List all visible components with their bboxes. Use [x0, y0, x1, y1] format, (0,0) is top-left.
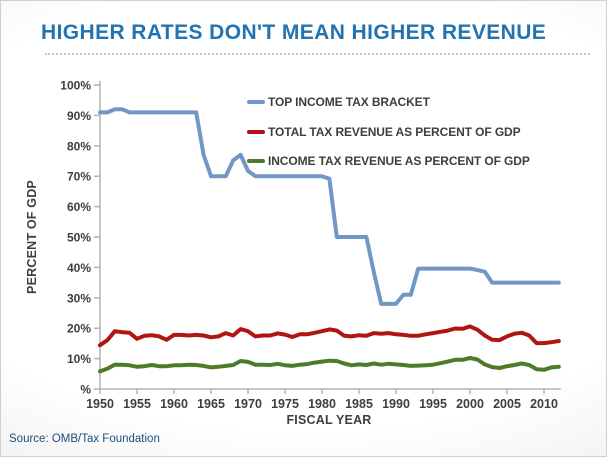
source-attribution: Source: OMB/Tax Foundation — [9, 433, 160, 445]
x-tick-label: 1990 — [382, 397, 410, 411]
x-tick-label: 1985 — [345, 397, 373, 411]
y-tick-label: 10% — [67, 352, 91, 366]
y-tick-label: 90% — [67, 109, 91, 123]
legend-line-swatch-green — [247, 159, 265, 163]
legend-label: TOTAL TAX REVENUE AS PERCENT OF GDP — [268, 124, 521, 139]
title-divider — [45, 53, 590, 55]
x-tick-label: 1980 — [308, 397, 336, 411]
y-tick-label: 20% — [67, 322, 91, 336]
y-tick-label: 30% — [67, 291, 91, 305]
y-tick-label: 60% — [67, 200, 91, 214]
x-tick-label: 2000 — [456, 397, 484, 411]
legend-item-income-tax-revenue: INCOME TAX REVENUE AS PERCENT OF GDP — [247, 153, 530, 169]
series-line-2 — [98, 356, 561, 374]
x-tick-label: 1995 — [419, 397, 447, 411]
y-tick-label: 70% — [67, 170, 91, 184]
y-tick-label: 50% — [67, 231, 91, 245]
legend-line-swatch-blue — [247, 100, 265, 104]
x-tick-label: 2005 — [493, 397, 521, 411]
series-line-0 — [98, 107, 561, 306]
y-axis-title: PERCENT OF GDP — [25, 180, 39, 294]
x-tick-label: 1950 — [86, 397, 114, 411]
chart-legend: TOP INCOME TAX BRACKET TOTAL TAX REVENUE… — [247, 94, 530, 183]
x-tick-label: 2010 — [530, 397, 558, 411]
legend-item-total-revenue: TOTAL TAX REVENUE AS PERCENT OF GDP — [247, 124, 530, 140]
x-tick-label: 1970 — [234, 397, 262, 411]
legend-label: INCOME TAX REVENUE AS PERCENT OF GDP — [268, 154, 530, 168]
page-title: HIGHER RATES DON'T MEAN HIGHER REVENUE — [41, 21, 547, 44]
y-tick-label: % — [80, 383, 91, 397]
y-tick-label: 80% — [67, 139, 91, 153]
legend-line-swatch-red — [247, 129, 265, 134]
x-tick-label: 1965 — [197, 397, 225, 411]
legend-label: TOP INCOME TAX BRACKET — [268, 95, 430, 109]
x-tick-label: 1960 — [160, 397, 188, 411]
legend-item-top-bracket: TOP INCOME TAX BRACKET — [247, 94, 530, 110]
x-tick-label: 1955 — [123, 397, 151, 411]
y-tick-label: 40% — [67, 261, 91, 275]
y-tick-label: 100% — [60, 79, 91, 93]
series-line-1 — [98, 324, 561, 348]
x-tick-label: 1975 — [271, 397, 299, 411]
x-axis-title: FISCAL YEAR — [286, 413, 372, 427]
